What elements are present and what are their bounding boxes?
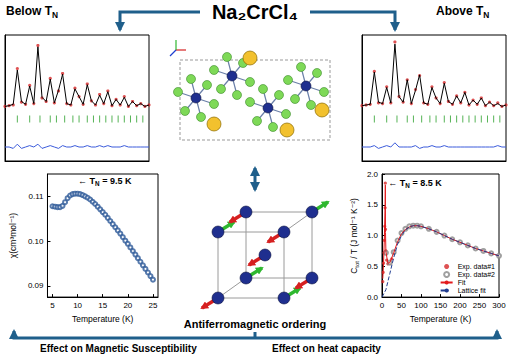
svg-text:2.0: 2.0 — [367, 170, 379, 179]
html-text:tot: tot — [353, 261, 360, 268]
html-text:← TN= 8.5 K: ← TN= 8.5 K — [388, 178, 442, 190]
svg-text:Exp. data#1: Exp. data#1 — [458, 263, 495, 271]
svg-text:Fit: Fit — [458, 279, 466, 286]
html-text:Below TN: Below TN — [6, 4, 59, 20]
svg-text:1.5: 1.5 — [367, 200, 379, 209]
svg-text:0.11: 0.11 — [28, 192, 44, 201]
html-text:C: C — [349, 267, 359, 274]
svg-text:250: 250 — [473, 301, 487, 310]
svg-text:1.0: 1.0 — [367, 231, 379, 240]
svg-text:50: 50 — [397, 301, 406, 310]
svg-text:150: 150 — [434, 301, 448, 310]
svg-text:0.10: 0.10 — [28, 237, 44, 246]
svg-text:300: 300 — [492, 301, 506, 310]
svg-text:15: 15 — [98, 301, 107, 310]
svg-text:10: 10 — [73, 301, 82, 310]
html-text:Antiferromagnetic ordering: Antiferromagnetic ordering — [183, 318, 327, 330]
svg-text:Temperature (K): Temperature (K) — [410, 314, 472, 324]
svg-text:0: 0 — [380, 301, 385, 310]
svg-text:100: 100 — [414, 301, 428, 310]
html-text:← TN= 9.5 K: ← TN= 9.5 K — [78, 175, 132, 187]
svg-text:Exp. data#2: Exp. data#2 — [458, 271, 495, 279]
html-text:Above TN: Above TN — [436, 4, 490, 20]
html-text:Effect on Magnetic Susceptibil: Effect on Magnetic Susceptibility — [40, 343, 197, 354]
html-text:Effect on heat capacity: Effect on heat capacity — [272, 343, 381, 354]
svg-text:χ(cm³mol⁻¹): χ(cm³mol⁻¹) — [8, 213, 18, 258]
svg-text:200: 200 — [453, 301, 467, 310]
svg-text:0.5: 0.5 — [367, 262, 379, 271]
svg-text:Lattice fit: Lattice fit — [458, 287, 486, 294]
html-text:Na₂CrCl₄: Na₂CrCl₄ — [211, 1, 299, 23]
svg-text:20: 20 — [123, 301, 132, 310]
svg-text:25: 25 — [149, 301, 158, 310]
svg-text:5: 5 — [50, 301, 55, 310]
svg-text:0.09: 0.09 — [28, 281, 44, 290]
svg-text:0.0: 0.0 — [367, 293, 379, 302]
svg-text:Temperature (K): Temperature (K) — [72, 314, 134, 324]
html-text:/ T (J mol⁻¹ K⁻²): / T (J mol⁻¹ K⁻²) — [349, 198, 359, 262]
